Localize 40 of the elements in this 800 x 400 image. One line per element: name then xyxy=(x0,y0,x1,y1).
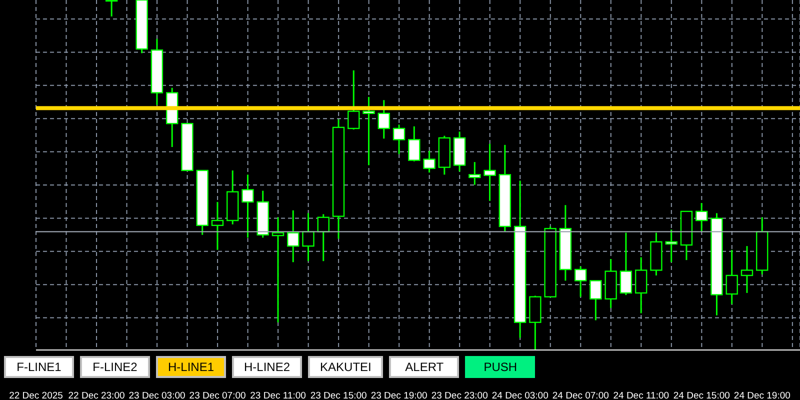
button[interactable]: F-LINE2 xyxy=(80,356,150,378)
candlestick xyxy=(726,249,738,305)
candlestick xyxy=(634,256,648,314)
candlestick xyxy=(468,161,481,186)
button[interactable]: KAKUTEI xyxy=(308,356,384,378)
x-tick-label: 23 Dec 23:00 xyxy=(431,390,488,400)
x-tick-label: 23 Dec 19:00 xyxy=(370,390,428,400)
x-tick-label: 24 Dec 03:00 xyxy=(492,390,548,400)
candlestick xyxy=(362,96,375,166)
candlestick xyxy=(665,228,678,263)
candlestick xyxy=(740,245,754,294)
button[interactable]: ALERT xyxy=(389,356,460,378)
x-tick-label: 23 Dec 11:00 xyxy=(250,390,306,400)
candlestick xyxy=(574,266,587,298)
candlestick xyxy=(302,212,314,262)
x-tick-label: 23 Dec 03:00 xyxy=(128,390,186,400)
candlestick xyxy=(392,124,406,155)
x-tick-label: 23 Dec 07:00 xyxy=(189,390,246,400)
button[interactable]: F-LINE1 xyxy=(4,356,74,378)
x-tick-label: 24 Dec 11:00 xyxy=(613,390,670,400)
x-tick-label: 23 Dec 15:00 xyxy=(310,390,367,400)
candlestick xyxy=(378,99,390,140)
candlestick xyxy=(484,143,496,202)
candlestick xyxy=(242,174,254,238)
button[interactable]: PUSH xyxy=(465,356,536,378)
x-tick-label: 22 Dec 2025 xyxy=(9,390,63,400)
candlestick xyxy=(423,150,436,174)
candlestick xyxy=(696,202,708,232)
candlestick xyxy=(620,232,632,296)
button[interactable]: H-LINE2 xyxy=(232,356,302,378)
candlestick xyxy=(348,70,360,130)
x-tick-label: 24 Dec 19:00 xyxy=(734,390,790,400)
x-tick-label: 24 Dec 07:00 xyxy=(552,390,609,400)
x-tick-label: 22 Dec 23:00 xyxy=(68,390,125,400)
candlestick xyxy=(211,201,224,251)
candlestick xyxy=(287,210,300,263)
candlestick xyxy=(590,280,602,321)
x-tick-label: 24 Dec 15:00 xyxy=(673,390,730,400)
button[interactable]: H-LINE1 xyxy=(156,356,226,378)
candlestick xyxy=(408,126,420,162)
